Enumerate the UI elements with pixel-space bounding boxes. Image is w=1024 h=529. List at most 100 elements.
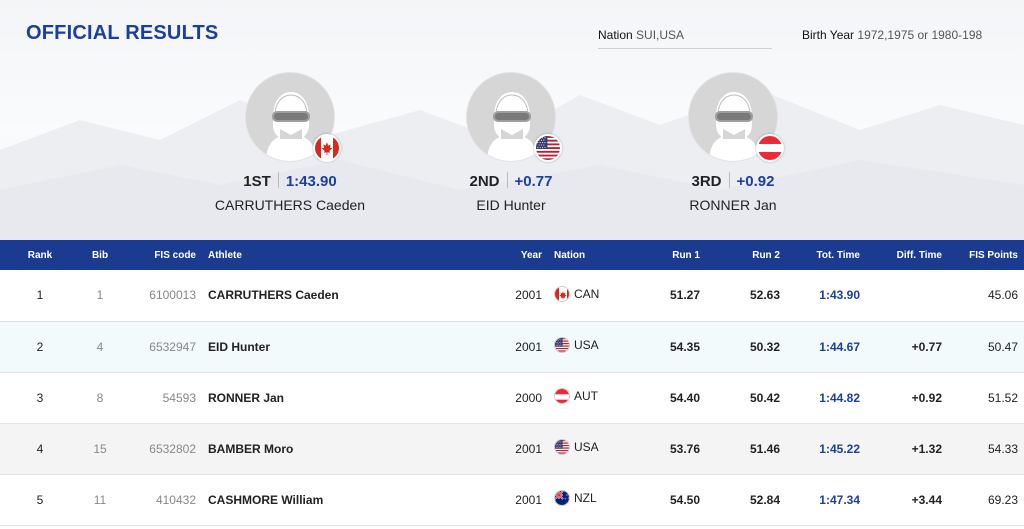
podium-time: +0.92 [736, 173, 775, 190]
cell-nation: CAN [574, 286, 600, 301]
cell-year: 2001 [515, 288, 542, 303]
cell-rank: 2 [36, 339, 44, 354]
cell-fis-points: 50.47 [987, 339, 1018, 354]
usa-flag-icon [534, 134, 562, 162]
header-year[interactable]: Year [520, 249, 542, 261]
podium-rank: 3RD [691, 173, 722, 190]
hero-banner: OFFICIAL RESULTS Nation SUI,USA Birth Ye… [0, 0, 1024, 240]
cell-diff-time: +0.92 [911, 390, 942, 405]
cell-fis-code: 6100013 [149, 288, 196, 303]
cell-diff-time: +0.77 [911, 339, 942, 354]
cell-nation: AUT [574, 389, 598, 403]
cell-run1: 54.40 [669, 390, 700, 405]
cell-tot-time: 1:47.34 [819, 492, 860, 507]
cell-fis-points: 54.33 [987, 441, 1018, 456]
cell-year: 2001 [515, 492, 542, 507]
header-bib[interactable]: Bib [91, 249, 109, 261]
cell-bib: 11 [93, 492, 107, 507]
cell-run1: 54.35 [669, 339, 700, 354]
table-row[interactable]: 2 4 6532947 EID Hunter 2001 USA 54.35 50… [0, 321, 1024, 372]
cell-run2: 51.46 [749, 441, 780, 456]
cell-rank: 3 [36, 390, 44, 405]
cell-year: 2001 [515, 441, 542, 456]
table-header-row: Rank Bib FIS code Athlete Year Nation Ru… [0, 240, 1024, 270]
podium-name: RONNER Jan [689, 197, 777, 213]
cell-bib: 1 [96, 288, 104, 303]
austria-flag-icon [554, 388, 570, 404]
podium-third[interactable]: 3RD +0.92 RONNER Jan [633, 72, 833, 213]
nation-filter-value: SUI,USA [636, 28, 685, 42]
podium-time: 1:43.90 [285, 173, 337, 190]
cell-athlete[interactable]: CARRUTHERS Caeden [208, 288, 339, 303]
table-row[interactable]: 3 8 54593 RONNER Jan 2000 AUT 54.40 50.4… [0, 372, 1024, 423]
cell-bib: 8 [96, 390, 104, 405]
cell-athlete[interactable]: RONNER Jan [208, 390, 285, 405]
cell-diff-time [866, 270, 948, 321]
new-zealand-flag-icon [554, 490, 570, 506]
cell-run1: 53.76 [669, 441, 700, 456]
usa-flag-icon [554, 337, 570, 353]
cell-tot-time: 1:43.90 [819, 288, 860, 303]
table-row[interactable]: 5 11 410432 CASHMORE William 2001 NZL 54… [0, 474, 1024, 525]
cell-run1: 51.27 [669, 288, 700, 303]
cell-fis-code: 6532802 [149, 441, 196, 456]
podium-name: CARRUTHERS Caeden [214, 197, 366, 213]
cell-fis-code: 54593 [162, 390, 196, 405]
cell-tot-time: 1:45.22 [819, 441, 860, 456]
cell-fis-points: 69.23 [987, 492, 1018, 507]
header-fis-code[interactable]: FIS code [154, 249, 196, 261]
cell-fis-points: 45.06 [987, 288, 1018, 303]
cell-run2: 50.42 [749, 390, 780, 405]
cell-fis-points: 51.52 [987, 390, 1018, 405]
cell-run2: 50.32 [749, 339, 780, 354]
cell-diff-time: +1.32 [911, 441, 942, 456]
cell-year: 2001 [515, 339, 542, 354]
cell-fis-code: 410432 [155, 492, 196, 507]
canada-flag-icon [313, 134, 341, 162]
cell-fis-code: 6532947 [149, 339, 196, 354]
header-nation[interactable]: Nation [554, 249, 586, 261]
podium-first[interactable]: 1ST 1:43.90 CARRUTHERS Caeden [190, 72, 390, 213]
header-athlete[interactable]: Athlete [208, 249, 242, 261]
canada-flag-icon [554, 285, 570, 302]
cell-bib: 15 [93, 441, 107, 456]
birth-year-filter-value: 1972,1975 or 1980-198 [857, 28, 983, 42]
birth-year-filter-label: Birth Year [802, 28, 855, 42]
header-tot-time[interactable]: Tot. Time [816, 249, 860, 261]
header-rank[interactable]: Rank [27, 249, 53, 261]
cell-diff-time: +3.44 [911, 492, 942, 507]
table-row[interactable]: 4 15 6532802 BAMBER Moro 2001 USA 53.76 … [0, 423, 1024, 474]
cell-athlete[interactable]: EID Hunter [208, 339, 271, 354]
podium-time: +0.77 [514, 173, 553, 190]
cell-tot-time: 1:44.67 [819, 339, 860, 354]
cell-athlete[interactable]: BAMBER Moro [208, 441, 294, 456]
cell-rank: 1 [36, 288, 44, 303]
podium-rank: 2ND [469, 173, 500, 190]
cell-rank: 4 [36, 441, 44, 456]
cell-rank: 5 [36, 492, 44, 507]
usa-flag-icon [554, 439, 570, 455]
podium-second[interactable]: 2ND +0.77 EID Hunter [411, 72, 611, 213]
cell-tot-time: 1:44.82 [819, 390, 860, 405]
header-run1[interactable]: Run 1 [672, 249, 700, 261]
cell-run2: 52.63 [749, 288, 780, 303]
podium-rank: 1ST [243, 173, 271, 190]
cell-nation: USA [574, 338, 599, 352]
cell-nation: NZL [574, 491, 597, 505]
cell-run1: 54.50 [669, 492, 700, 507]
header-run2[interactable]: Run 2 [752, 249, 780, 261]
nation-filter[interactable]: Nation SUI,USA [598, 28, 772, 49]
austria-flag-icon [756, 134, 784, 162]
podium-name: EID Hunter [476, 197, 546, 213]
table-row[interactable]: 1 1 6100013 CARRUTHERS Caeden 2001 CAN 5… [0, 270, 1024, 321]
cell-bib: 4 [96, 339, 104, 354]
header-fis-points[interactable]: FIS Points [969, 249, 1018, 261]
cell-nation: USA [574, 440, 599, 454]
header-diff-time[interactable]: Diff. Time [896, 249, 942, 261]
page-title: OFFICIAL RESULTS [26, 22, 219, 44]
results-table: Rank Bib FIS code Athlete Year Nation Ru… [0, 240, 1024, 526]
cell-year: 2000 [515, 390, 542, 405]
birth-year-filter[interactable]: Birth Year 1972,1975 or 1980-198 [802, 28, 1024, 42]
cell-athlete[interactable]: CASHMORE William [208, 492, 324, 507]
cell-run2: 52.84 [749, 492, 780, 507]
